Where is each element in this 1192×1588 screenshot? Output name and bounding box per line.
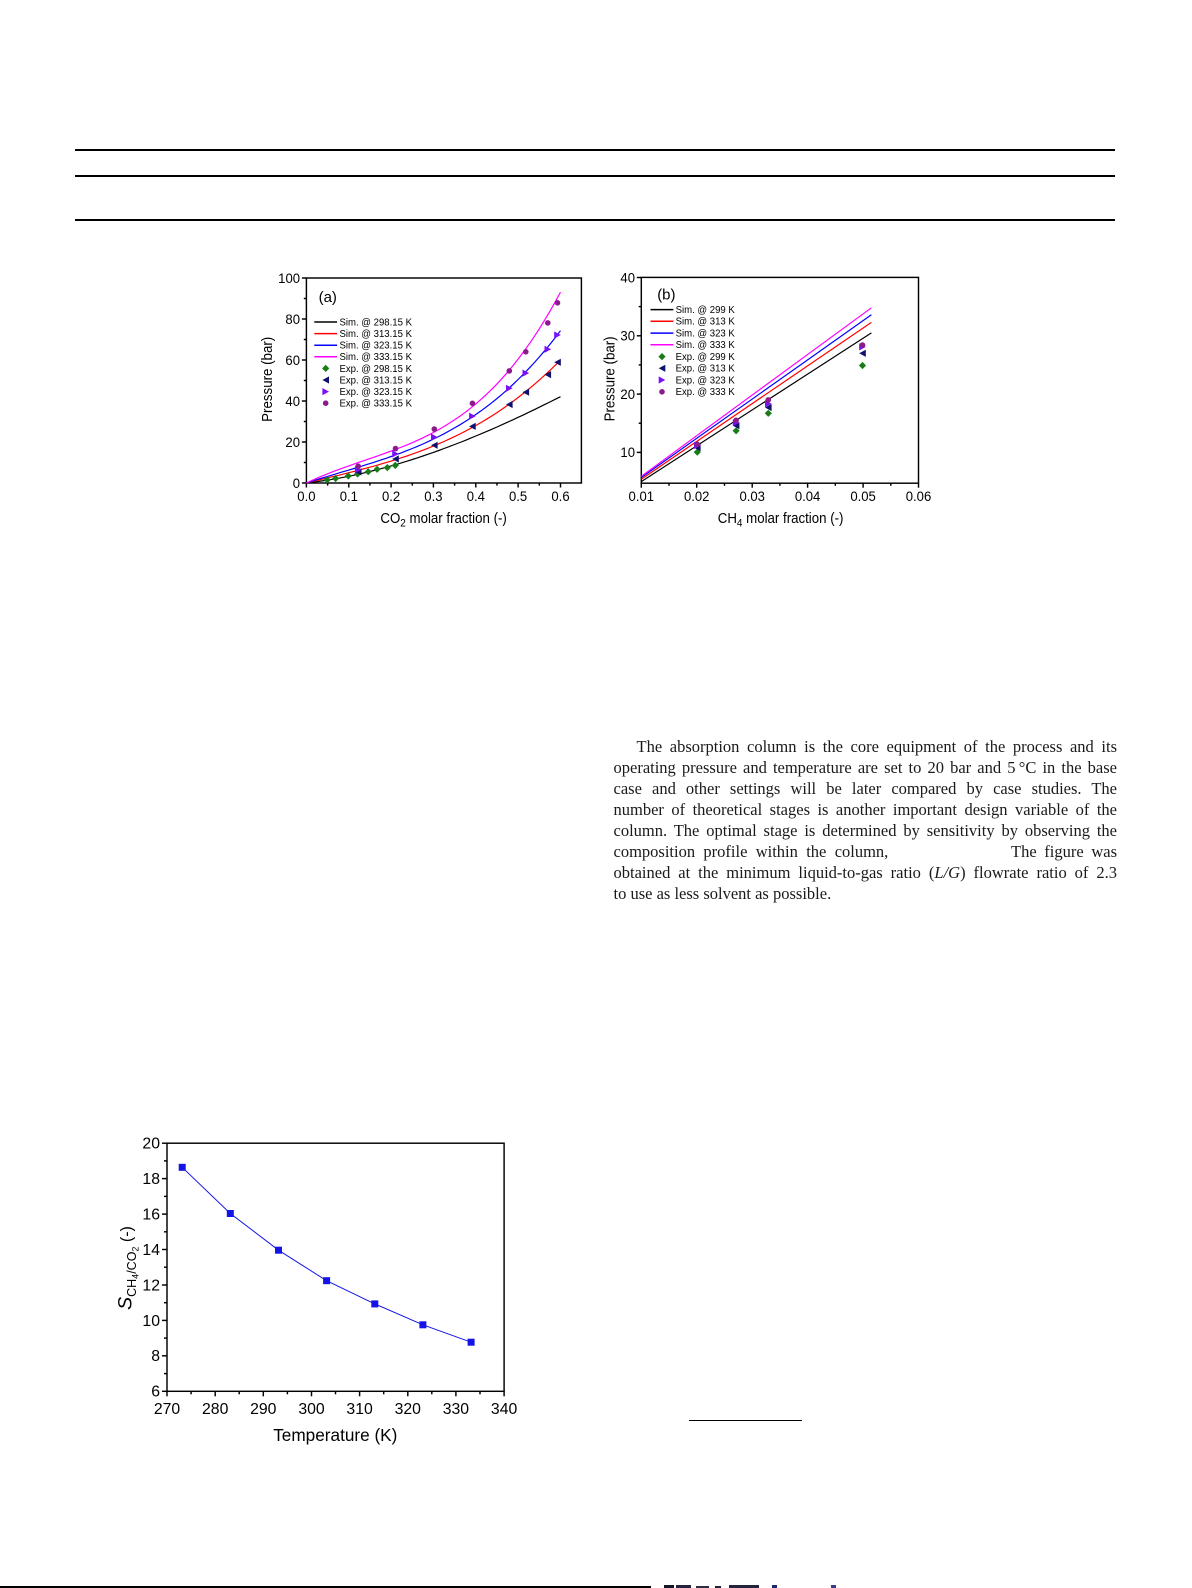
svg-text:270: 270 (154, 1401, 181, 1418)
svg-text:340: 340 (491, 1401, 518, 1418)
svg-text:0.3: 0.3 (424, 489, 442, 504)
svg-text:Sim. @ 299 K: Sim. @ 299 K (676, 305, 736, 316)
svg-text:Sim. @ 298.15 K: Sim. @ 298.15 K (340, 317, 413, 328)
svg-text:30: 30 (620, 328, 635, 343)
svg-text:300: 300 (298, 1401, 325, 1418)
svg-text:12: 12 (142, 1277, 160, 1294)
svg-text:0.5: 0.5 (509, 489, 527, 504)
svg-text:Exp. @ 313.15 K: Exp. @ 313.15 K (340, 375, 413, 386)
svg-text:0.01: 0.01 (629, 489, 654, 504)
svg-text:20: 20 (285, 434, 300, 449)
svg-text:0: 0 (293, 475, 300, 490)
svg-text:Sim. @ 333 K: Sim. @ 333 K (676, 340, 736, 351)
svg-text:(b): (b) (657, 287, 675, 304)
svg-text:0.2: 0.2 (382, 489, 400, 504)
svg-text:Exp. @ 333.15 K: Exp. @ 333.15 K (340, 398, 413, 409)
svg-text:40: 40 (620, 270, 635, 285)
svg-text:Sim. @ 313.15 K: Sim. @ 313.15 K (340, 329, 413, 340)
svg-text:Exp. @ 299 K: Exp. @ 299 K (676, 352, 736, 363)
svg-text:0.04: 0.04 (795, 489, 821, 504)
svg-text:18: 18 (142, 1171, 160, 1188)
svg-text:Pressure (bar): Pressure (bar) (601, 336, 618, 421)
svg-text:280: 280 (202, 1401, 229, 1418)
svg-text:0.6: 0.6 (551, 489, 569, 504)
svg-text:Exp. @ 298.15 K: Exp. @ 298.15 K (340, 364, 413, 375)
svg-text:0.05: 0.05 (850, 489, 875, 504)
svg-text:Exp. @ 313 K: Exp. @ 313 K (676, 363, 736, 374)
svg-text:Sim. @ 323 K: Sim. @ 323 K (676, 328, 736, 339)
svg-text:0.03: 0.03 (739, 489, 764, 504)
svg-text:10: 10 (620, 445, 635, 460)
svg-text:16: 16 (142, 1207, 160, 1224)
svg-text:20: 20 (142, 1136, 160, 1153)
svg-text:14: 14 (142, 1242, 160, 1259)
svg-text:40: 40 (285, 393, 300, 408)
svg-text:0.1: 0.1 (340, 489, 358, 504)
svg-text:320: 320 (395, 1401, 422, 1418)
svg-text:Sim. @ 313 K: Sim. @ 313 K (676, 316, 736, 327)
svg-text:0.02: 0.02 (684, 489, 709, 504)
svg-text:Sim. @ 323.15 K: Sim. @ 323.15 K (340, 340, 413, 351)
svg-text:CH4 molar fraction (-): CH4 molar fraction (-) (718, 509, 844, 529)
svg-text:80: 80 (285, 311, 300, 326)
svg-text:Exp. @ 323 K: Exp. @ 323 K (676, 375, 736, 386)
svg-text:290: 290 (250, 1401, 277, 1418)
svg-text:10: 10 (142, 1313, 160, 1330)
svg-text:60: 60 (285, 352, 300, 367)
svg-text:8: 8 (151, 1348, 160, 1365)
svg-text:(a): (a) (319, 289, 337, 306)
svg-text:CO2 molar fraction (-): CO2 molar fraction (-) (380, 509, 506, 529)
svg-text:0.06: 0.06 (906, 489, 931, 504)
svg-text:330: 330 (443, 1401, 470, 1418)
svg-text:SCH4/CO2 (-): SCH4/CO2 (-) (115, 1226, 141, 1310)
svg-text:0.0: 0.0 (297, 489, 315, 504)
svg-text:Exp. @ 323.15 K: Exp. @ 323.15 K (340, 387, 413, 398)
svg-text:310: 310 (346, 1401, 373, 1418)
svg-text:100: 100 (278, 270, 300, 285)
svg-text:Sim. @ 333.15 K: Sim. @ 333.15 K (340, 352, 413, 363)
svg-text:6: 6 (151, 1384, 160, 1401)
svg-text:Pressure (bar): Pressure (bar) (258, 337, 275, 422)
svg-text:20: 20 (620, 387, 635, 402)
svg-text:Exp. @ 333 K: Exp. @ 333 K (676, 387, 736, 398)
svg-text:Temperature (K): Temperature (K) (273, 1425, 397, 1445)
svg-text:0.4: 0.4 (467, 489, 486, 504)
